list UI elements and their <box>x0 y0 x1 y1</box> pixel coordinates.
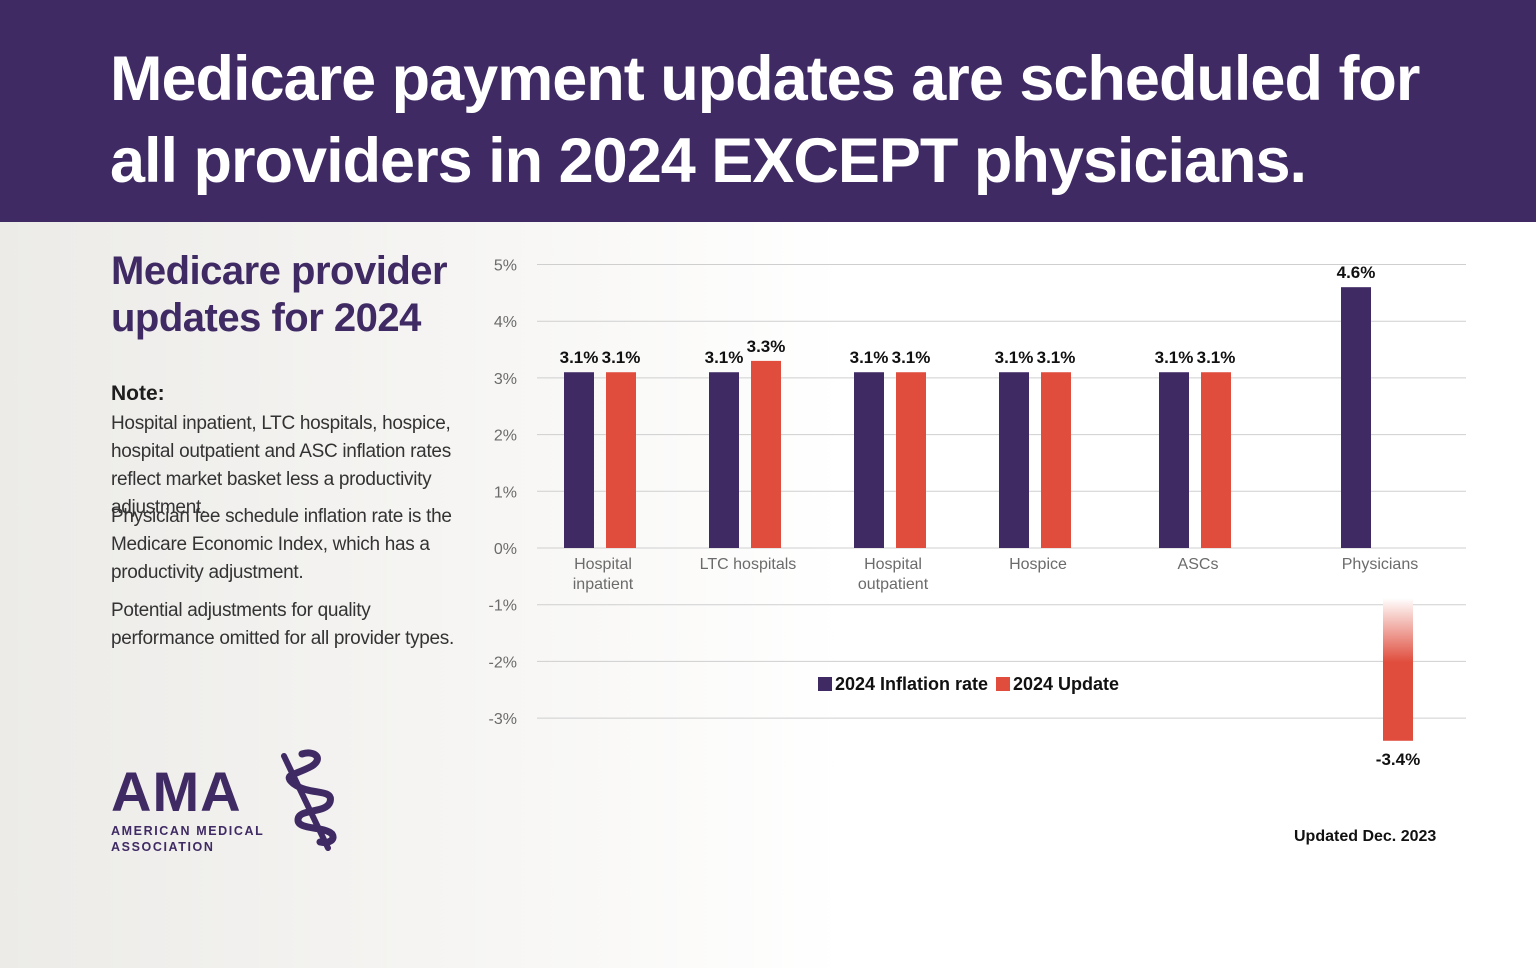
data-label: 3.1% <box>602 348 641 367</box>
title-banner: Medicare payment updates are scheduled f… <box>0 0 1536 222</box>
inflation-bar <box>1159 372 1189 548</box>
inflation-bar <box>999 372 1029 548</box>
x-category-label: Hospital inpatient <box>573 556 634 593</box>
page-title: Medicare payment updates are scheduled f… <box>110 38 1440 202</box>
inflation-bar <box>709 372 739 548</box>
y-tick-label: 5% <box>494 258 517 275</box>
data-label: -3.4% <box>1376 750 1420 769</box>
chart-subtitle-line-2: updates for 2024 <box>111 296 421 340</box>
y-tick-label: 2% <box>494 428 517 445</box>
legend-label: 2024 Inflation rate <box>835 674 988 694</box>
data-label: 3.1% <box>995 348 1034 367</box>
updated-note: Updated Dec. 2023 <box>1294 828 1437 845</box>
data-label: 3.1% <box>705 348 744 367</box>
ama-logo-line-1: AMERICAN MEDICAL <box>111 824 265 838</box>
data-label: 3.3% <box>747 337 786 356</box>
note-paragraph: Physician fee schedule inflation rate is… <box>111 506 452 583</box>
legend-label: 2024 Update <box>1013 674 1119 694</box>
data-label: 3.1% <box>850 348 889 367</box>
note-paragraph: Hospital inpatient, LTC hospitals, hospi… <box>111 413 451 518</box>
ama-logo-line-2: ASSOCIATION <box>111 840 215 854</box>
ama-logo-wordmark: AMA <box>111 760 242 823</box>
x-category-label: Hospice <box>1009 556 1067 573</box>
legend-swatch <box>996 677 1010 691</box>
update-bar <box>1383 598 1413 741</box>
ama-logo-subtitle: AMERICAN MEDICAL ASSOCIATION <box>111 823 311 855</box>
update-bar <box>896 372 926 548</box>
data-label: 4.6% <box>1337 263 1376 282</box>
update-bar <box>1201 372 1231 548</box>
data-label: 3.1% <box>560 348 599 367</box>
data-label: 3.1% <box>1037 348 1076 367</box>
chart-subtitle-line-1: Medicare provider <box>111 249 448 293</box>
x-category-label: Physicians <box>1342 556 1418 573</box>
y-tick-label: -3% <box>489 711 517 728</box>
y-tick-label: -2% <box>489 654 517 671</box>
note-heading: Note: <box>111 382 165 405</box>
update-bar <box>751 360 781 548</box>
inflation-bar <box>854 372 884 548</box>
inflation-bar <box>564 372 594 548</box>
y-tick-label: -1% <box>489 598 517 615</box>
x-category-label: ASCs <box>1178 556 1219 573</box>
page-title-line-2: all providers in 2024 EXCEPT physicians. <box>110 126 1307 196</box>
inflation-bar <box>1341 287 1371 548</box>
data-label: 3.1% <box>892 348 931 367</box>
y-tick-label: 4% <box>494 314 517 331</box>
y-tick-label: 0% <box>494 541 517 558</box>
staff-of-asclepius-icon <box>281 749 337 851</box>
update-bar <box>1041 372 1071 548</box>
page-title-line-1: Medicare payment updates are scheduled f… <box>110 44 1420 114</box>
x-category-label: Hospital outpatient <box>858 556 929 593</box>
chart-subtitle: Medicare provider updates for 2024 <box>111 248 451 342</box>
note-paragraph: Potential adjustments for quality perfor… <box>111 600 454 649</box>
update-bar <box>606 372 636 548</box>
legend-swatch <box>818 677 832 691</box>
data-label: 3.1% <box>1197 348 1236 367</box>
y-tick-label: 3% <box>494 371 517 388</box>
x-category-label: LTC hospitals <box>700 556 797 573</box>
data-label: 3.1% <box>1155 348 1194 367</box>
y-tick-label: 1% <box>494 484 517 501</box>
